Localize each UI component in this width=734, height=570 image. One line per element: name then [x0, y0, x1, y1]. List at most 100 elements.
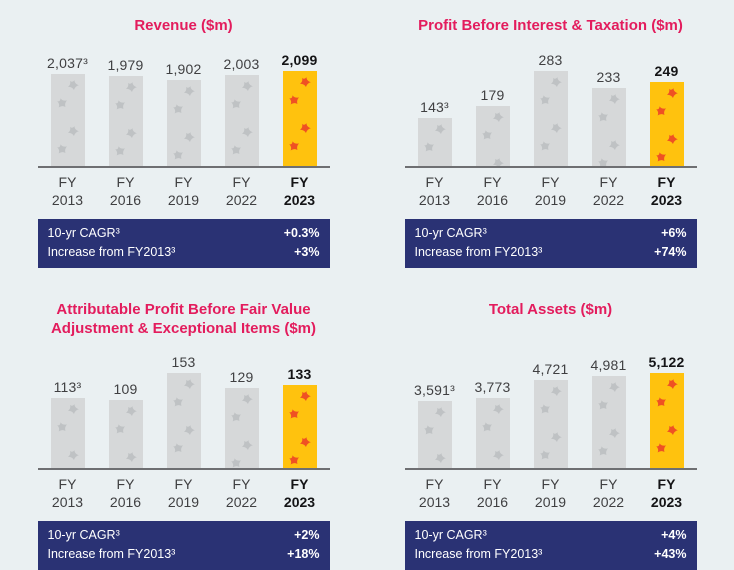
banner-label: 10-yr CAGR³ [414, 528, 487, 543]
x-axis-label: FY 2013 [51, 475, 84, 511]
bar-column: 2,003 [213, 56, 271, 166]
bar-column: 179 [464, 87, 522, 166]
plot-area: 2,037³ 1,979 1,902 2,003 2,099 [37, 48, 330, 168]
bar-value-label: 2,003 [223, 56, 260, 72]
banner-value: +6% [661, 226, 687, 241]
x-axis-labels: FY 2013 FY 2016 FY 2019 FY 2022 FY 2023 [405, 168, 697, 209]
x-axis-label: FY 2023 [283, 174, 316, 209]
bar [591, 375, 626, 468]
x-axis-label: FY 2016 [109, 475, 142, 511]
bar-value-label: 1,902 [165, 61, 202, 77]
chart-title: Profit Before Interest & Taxation ($m) [418, 17, 683, 34]
bar [475, 397, 510, 468]
bar-value-label: 1,979 [107, 57, 144, 73]
bar [50, 74, 85, 166]
bar [166, 80, 201, 166]
bar-value-label: 4,721 [532, 360, 569, 377]
banner-row: 10-yr CAGR³ +6% [415, 224, 687, 243]
bar-column: 129 [213, 369, 271, 468]
x-axis-label: FY 2019 [534, 174, 567, 209]
banner-row: 10-yr CAGR³ +2% [48, 526, 320, 545]
bar [475, 106, 510, 166]
bar [417, 400, 452, 468]
bar-column: 153 [155, 354, 213, 468]
bar-highlighted [282, 384, 317, 468]
x-axis-label: FY 2013 [51, 174, 84, 209]
bar-column: 5,122 [638, 354, 696, 468]
bar-column: 2,099 [271, 52, 329, 166]
bar [533, 379, 568, 468]
bar-value-label: 109 [113, 380, 138, 397]
bar-value-label: 3,591³ [414, 381, 455, 398]
bar-value-label: 133 [287, 365, 312, 382]
bar-column: 1,979 [97, 57, 155, 166]
x-axis-label: FY 2023 [650, 174, 683, 209]
banner-row: Increase from FY2013³ +43% [415, 545, 687, 564]
banner-row: Increase from FY2013³ +74% [415, 243, 687, 262]
bar-value-label: 249 [654, 63, 679, 79]
bar [50, 397, 85, 468]
chart-title: Total Assets ($m) [488, 300, 613, 318]
bar-column: 283 [522, 52, 580, 166]
bar-highlighted [282, 71, 317, 166]
bar-value-label: 3,773 [474, 378, 511, 395]
bar [108, 76, 143, 166]
stats-banner: 10-yr CAGR³ +2% Increase from FY2013³ +1… [37, 521, 330, 570]
banner-row: 10-yr CAGR³ +4% [415, 526, 687, 545]
banner-label: Increase from FY2013³ [414, 547, 543, 561]
bar [224, 387, 259, 468]
chart-panel-profit-before-interest-taxation: Profit Before Interest & Taxation ($m) 1… [367, 16, 734, 268]
bar-value-label: 2,099 [281, 52, 318, 68]
bar-value-label: 4,981 [590, 356, 627, 373]
bar-column: 249 [638, 63, 696, 166]
bar-value-label: 113³ [53, 378, 82, 395]
bar [166, 372, 201, 468]
bar-highlighted [649, 82, 684, 166]
x-axis-label: FY 2013 [418, 174, 451, 209]
banner-label: 10-yr CAGR³ [414, 226, 487, 241]
bar [591, 88, 626, 166]
bar [417, 118, 452, 166]
chart-panel-total-assets: Total Assets ($m) 3,591³ 3,773 4,721 4,981 5… [367, 300, 734, 570]
chart-title: Revenue ($m) [134, 17, 233, 34]
banner-value: +4% [661, 528, 687, 543]
bar-column: 109 [97, 381, 155, 468]
banner-value: +0.3% [283, 226, 320, 241]
plot-area: 113³ 109 153 129 133 [37, 350, 330, 470]
bar-column: 133 [271, 366, 329, 468]
bar-value-label: 153 [171, 353, 196, 370]
banner-label: Increase from FY2013³ [414, 245, 543, 260]
bar-value-label: 143³ [420, 99, 449, 115]
banner-value: +74% [654, 245, 687, 260]
x-axis-label: FY 2016 [476, 174, 509, 209]
banner-label: Increase from FY2013³ [47, 547, 176, 561]
bar-column: 1,902 [155, 61, 213, 166]
plot-area: 143³ 179 283 233 249 [404, 48, 697, 168]
x-axis-label: FY 2022 [592, 475, 625, 511]
bar-column: 2,037³ [39, 55, 97, 166]
x-axis-label: FY 2022 [225, 174, 258, 209]
banner-row: 10-yr CAGR³ +0.3% [48, 224, 320, 243]
banner-label: 10-yr CAGR³ [47, 226, 120, 241]
bar-column: 233 [580, 69, 638, 166]
x-axis-label: FY 2019 [167, 174, 200, 209]
banner-row: Increase from FY2013³ +18% [48, 545, 320, 564]
x-axis-label: FY 2023 [283, 475, 316, 511]
plot-area: 3,591³ 3,773 4,721 4,981 5,122 [404, 350, 697, 470]
stats-banner: 10-yr CAGR³ +0.3% Increase from FY2013³ … [37, 219, 330, 268]
banner-value: +3% [294, 245, 320, 260]
bar [108, 399, 143, 468]
bar-highlighted [649, 372, 684, 468]
chart-panel-attributable-profit: Attributable Profit Before Fair Value Ad… [0, 300, 367, 570]
x-axis-labels: FY 2013 FY 2016 FY 2019 FY 2022 FY 2023 [405, 470, 697, 511]
x-axis-label: FY 2019 [167, 475, 200, 511]
x-axis-labels: FY 2013 FY 2016 FY 2019 FY 2022 FY 2023 [38, 470, 330, 511]
bar-value-label: 129 [229, 368, 254, 385]
bar-value-label: 233 [596, 69, 621, 85]
bar-column: 4,721 [522, 361, 580, 468]
chart-panel-revenue: Revenue ($m) 2,037³ 1,979 1,902 2,003 2,099 … [0, 16, 367, 268]
bar-value-label: 283 [538, 52, 563, 68]
x-axis-labels: FY 2013 FY 2016 FY 2019 FY 2022 FY 2023 [38, 168, 330, 209]
bar [224, 75, 259, 166]
